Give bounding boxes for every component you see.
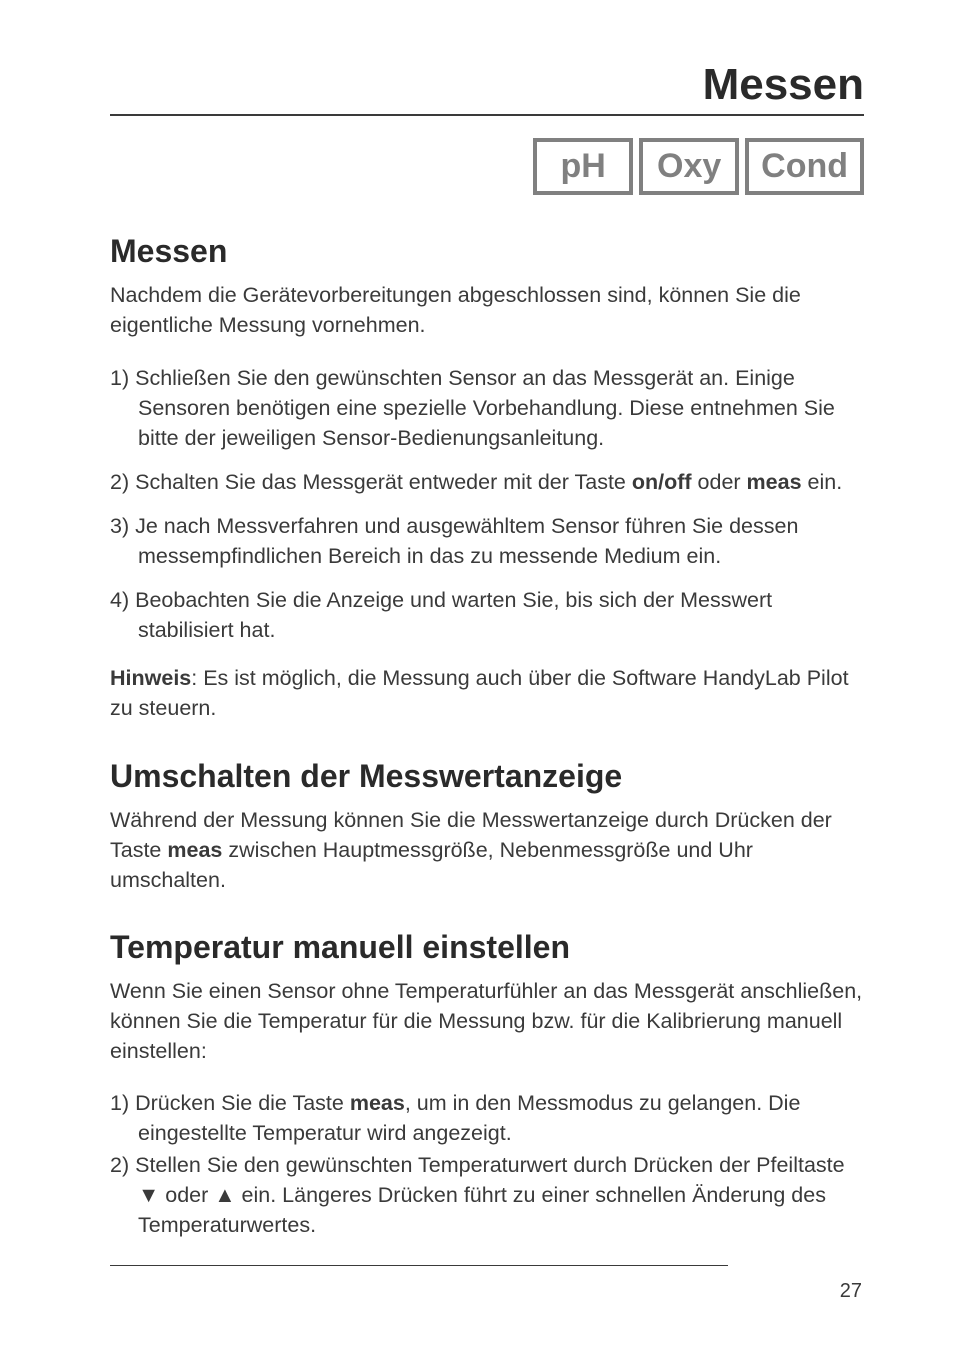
- list-item: 2) Schalten Sie das Messgerät entweder m…: [110, 467, 864, 497]
- list-item: 1) Drücken Sie die Taste meas, um in den…: [110, 1088, 864, 1148]
- item-text: oder: [159, 1183, 214, 1207]
- badge-row: pH Oxy Cond: [110, 138, 864, 195]
- list-item: 1) Schließen Sie den gewünschten Sensor …: [110, 363, 864, 453]
- item-text: Schalten Sie das Messgerät entweder mit …: [135, 470, 632, 494]
- item-num: 3): [110, 514, 129, 538]
- bold: on/off: [632, 470, 692, 494]
- item-num: 2): [110, 1153, 129, 1177]
- sec1-heading: Messen: [110, 233, 864, 270]
- item-text: Beobachten Sie die Anzeige und warten Si…: [135, 588, 772, 642]
- sec2-heading: Umschalten der Messwertanzeige: [110, 758, 864, 795]
- note-text: : Es ist möglich, die Messung auch über …: [110, 666, 849, 720]
- sec1-note: Hinweis: Es ist möglich, die Messung auc…: [110, 663, 864, 723]
- bold: meas: [167, 838, 222, 862]
- bold: meas: [747, 470, 802, 494]
- item-text: Schließen Sie den gewünschten Sensor an …: [135, 366, 835, 450]
- badge-ph: pH: [533, 138, 633, 195]
- page-number: 27: [840, 1280, 862, 1303]
- badge-oxy: Oxy: [639, 138, 739, 195]
- sec1-intro: Nachdem die Gerätevorbereitungen abgesch…: [110, 280, 864, 340]
- list-item: 2) Stellen Sie den gewünschten Temperatu…: [110, 1150, 864, 1240]
- down-arrow-icon: ▼: [138, 1183, 159, 1207]
- item-text: oder: [692, 470, 747, 494]
- badge-cond: Cond: [745, 138, 864, 195]
- sec1-list: 1) Schließen Sie den gewünschten Sensor …: [110, 363, 864, 646]
- note-label: Hinweis: [110, 666, 191, 690]
- bottom-rule: [110, 1265, 728, 1266]
- sec3-intro: Wenn Sie einen Sensor ohne Temperaturfüh…: [110, 976, 864, 1066]
- item-num: 1): [110, 1091, 129, 1115]
- item-text: Je nach Messverfahren und ausgewähltem S…: [135, 514, 798, 568]
- item-text: ein. Längeres Drücken führt zu einer sch…: [138, 1183, 826, 1237]
- sec2-para: Während der Messung können Sie die Messw…: [110, 805, 864, 895]
- sec3-list: 1) Drücken Sie die Taste meas, um in den…: [110, 1088, 864, 1240]
- item-text: ein.: [802, 470, 843, 494]
- page-title: Messen: [110, 60, 864, 110]
- sec3-heading: Temperatur manuell einstellen: [110, 929, 864, 966]
- list-item: 4) Beobachten Sie die Anzeige und warten…: [110, 585, 864, 645]
- item-num: 1): [110, 366, 129, 390]
- item-text: Drücken Sie die Taste: [135, 1091, 350, 1115]
- bold: meas: [350, 1091, 405, 1115]
- up-arrow-icon: ▲: [214, 1183, 235, 1207]
- item-num: 2): [110, 470, 129, 494]
- item-text: Stellen Sie den gewünschten Temperaturwe…: [135, 1153, 845, 1177]
- item-num: 4): [110, 588, 129, 612]
- title-rule: [110, 114, 864, 116]
- list-item: 3) Je nach Messverfahren und ausgewählte…: [110, 511, 864, 571]
